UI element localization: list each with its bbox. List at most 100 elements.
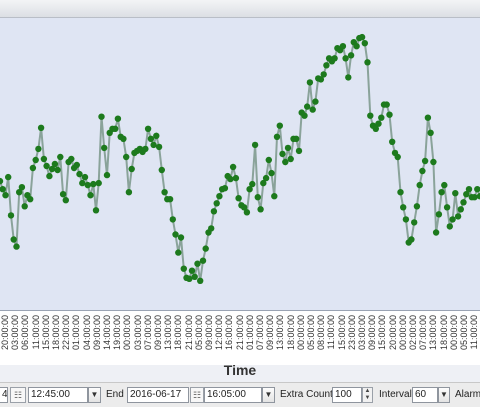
- x-axis-title: Time: [223, 362, 257, 378]
- x-tick-label: 06:00:00: [20, 315, 31, 351]
- x-tick-label: 12:00:00: [214, 315, 225, 351]
- start-time-input[interactable]: 12:45:00: [28, 387, 88, 403]
- spinner-icon[interactable]: ▲ ▼: [362, 387, 373, 403]
- data-point: [476, 193, 480, 200]
- data-point: [57, 153, 64, 161]
- end-time-input[interactable]: 16:05:00: [204, 387, 262, 403]
- x-tick-label: 13:00:00: [163, 315, 174, 351]
- calendar-icon[interactable]: ☷: [10, 387, 26, 403]
- data-point: [353, 43, 360, 50]
- data-point: [246, 186, 253, 193]
- data-point: [427, 129, 434, 136]
- data-point: [460, 199, 467, 206]
- x-tick-label: 09:00:00: [204, 315, 214, 351]
- data-point: [79, 179, 86, 187]
- data-point: [416, 181, 423, 189]
- chevron-down-icon[interactable]: ▼: [88, 387, 101, 403]
- data-point: [73, 161, 81, 169]
- data-point: [112, 125, 119, 132]
- data-point: [295, 147, 303, 155]
- data-point: [48, 165, 56, 173]
- x-tick-label: 15:00:00: [40, 315, 51, 351]
- x-tick-label: 09:00:00: [265, 315, 276, 351]
- start-date-input[interactable]: 4: [0, 387, 8, 403]
- alarms-label: Alarms: [455, 389, 480, 400]
- data-point: [342, 55, 349, 62]
- data-point: [375, 120, 382, 127]
- data-point: [21, 203, 28, 210]
- data-point: [92, 207, 100, 214]
- data-point: [180, 265, 187, 272]
- x-tick-label: 18:00:00: [285, 315, 296, 351]
- data-point: [443, 204, 451, 211]
- x-tick-label: 22:00:00: [61, 315, 72, 351]
- x-axis-line: [0, 310, 480, 311]
- data-point: [383, 101, 390, 108]
- data-point: [249, 180, 256, 188]
- data-point: [276, 122, 283, 129]
- x-tick-label: 04:00:00: [81, 315, 92, 351]
- x-tick-label: 07:00:00: [255, 315, 265, 351]
- data-point: [98, 113, 105, 120]
- data-point: [402, 216, 410, 223]
- data-point: [128, 165, 135, 173]
- data-point: [424, 114, 432, 121]
- data-point: [372, 125, 379, 132]
- data-point: [361, 40, 368, 47]
- chevron-down-icon[interactable]: ▼: [262, 387, 275, 403]
- data-point: [271, 193, 278, 200]
- x-tick-label: 00:00:00: [295, 315, 306, 351]
- data-point: [358, 33, 366, 41]
- end-date-input[interactable]: 2016-06-17: [127, 387, 189, 403]
- data-point: [257, 206, 264, 213]
- extra-count-input[interactable]: 100: [332, 387, 362, 403]
- x-tick-label: 01:00:00: [244, 315, 255, 351]
- data-point: [177, 234, 185, 241]
- data-point: [114, 115, 122, 122]
- x-tick-label: 05:00:00: [459, 315, 469, 351]
- x-tick-label: 18:00:00: [173, 315, 184, 351]
- x-tick-label: 09:00:00: [91, 315, 102, 351]
- x-tick-label: 16:00:00: [224, 315, 235, 351]
- data-point: [103, 171, 111, 179]
- query-controls-bar: 4 ☷ 12:45:00 ▼ End 2016-06-17 ☷ 16:05:00…: [0, 382, 480, 407]
- data-point: [194, 260, 201, 267]
- data-point: [251, 141, 259, 149]
- data-point: [441, 181, 448, 189]
- line-chart: [0, 33, 480, 284]
- data-point: [273, 133, 281, 140]
- data-point: [62, 197, 69, 204]
- data-point: [345, 74, 352, 81]
- plot-area: [0, 18, 480, 310]
- x-tick-label: 13:00:00: [428, 315, 439, 351]
- data-point: [400, 204, 407, 211]
- x-tick-label: 00:00:00: [448, 315, 459, 351]
- data-point: [268, 169, 275, 177]
- data-point: [229, 163, 237, 171]
- data-point: [347, 52, 355, 59]
- x-tick-label: 15:00:00: [377, 315, 388, 351]
- x-tick-label: 01:00:00: [71, 315, 82, 351]
- window-title-strip: [0, 0, 480, 18]
- data-point: [254, 194, 261, 201]
- data-point: [265, 156, 272, 164]
- interval-select[interactable]: 60: [412, 387, 438, 403]
- data-point: [394, 153, 401, 161]
- data-point: [435, 211, 443, 218]
- calendar-icon[interactable]: ☷: [190, 387, 204, 403]
- x-tick-label: 00:00:00: [397, 315, 408, 351]
- chevron-down-icon[interactable]: ▼: [438, 387, 450, 403]
- data-point: [454, 213, 462, 220]
- x-tick-label: 11:00:00: [326, 315, 337, 350]
- data-point: [413, 203, 421, 210]
- data-point: [54, 166, 61, 174]
- data-point: [5, 173, 12, 181]
- data-point: [213, 200, 220, 207]
- data-point: [46, 172, 53, 180]
- data-point: [262, 174, 270, 182]
- data-point: [293, 135, 300, 142]
- x-tick-label: 08:00:00: [316, 315, 327, 351]
- data-point: [188, 267, 196, 274]
- data-point: [364, 59, 371, 66]
- data-point: [419, 167, 426, 175]
